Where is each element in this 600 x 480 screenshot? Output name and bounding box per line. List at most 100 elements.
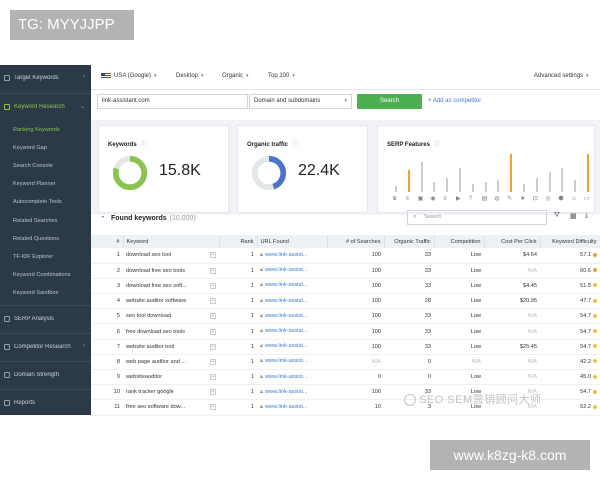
serp-feature-column[interactable]: ▶ [454,150,467,202]
sidebar-item-target-keywords[interactable]: Target Keywords › [0,67,91,89]
add-keyword-icon[interactable]: + [210,358,216,365]
serp-feature-column[interactable]: ⊡ [531,150,544,202]
table-row[interactable]: 1 download seo tool +1 🔒︎ www.link-assist...… [91,248,600,264]
row-number: 11 [91,399,123,416]
row-number-text: 8 [116,358,120,365]
table-row[interactable]: 7 website auditor tool +1 🔒︎ www.link-assist… [91,339,600,355]
scope-select[interactable]: Domain and subdomains ▾ [249,94,352,109]
col-header-number[interactable]: # [91,235,124,248]
row-url[interactable]: 🔒︎ www.link-assist... [257,263,327,279]
type-selector[interactable]: Organic ▾ [222,73,249,79]
sidebar-subitem-autocomplete-tools[interactable]: Autocomplete Tools [13,199,62,205]
add-keyword-icon[interactable]: + [210,404,216,411]
add-competitor-link[interactable]: + Add as competitor [428,98,482,104]
row-url[interactable]: 🔒︎ www.link-assist... [257,293,327,310]
serp-feature-column[interactable]: ✎ [505,150,518,202]
serp-feature-column[interactable]: ⬢ [556,150,569,202]
add-keyword-icon[interactable]: + [210,343,216,350]
serp-feature-column[interactable]: ◉ [428,150,441,202]
search-button[interactable]: Search [357,94,422,109]
serp-feature-column[interactable]: ▭ [582,150,595,202]
sidebar-subitem-related-searches[interactable]: Related Searches [13,218,58,224]
sidebar-subitem-keyword-gap[interactable]: Keyword Gap [13,145,47,151]
col-header-traffic[interactable]: Organic Traffic [384,235,435,248]
top-selector[interactable]: Top 100 ▾ [268,73,295,79]
table-row[interactable]: 5 seo tool download +1 🔒︎ www.link-assist...… [91,308,600,325]
row-competition-text: N/A [471,358,481,365]
serp-feature-column[interactable]: ▤ [480,150,493,202]
table-row[interactable]: 10 rank tracker google +1 🔒︎ www.link-assist… [91,384,600,401]
sidebar-item-label: SERP Analysis [14,316,54,322]
sidebar-subitem-keyword-combinations[interactable]: Keyword Combinations [13,272,71,278]
sidebar-subitem-keyword-sandbox[interactable]: Keyword Sandbox [13,290,59,296]
country-selector[interactable]: USA (Google) ▾ [101,73,157,79]
row-keyword: web page auditor and ... + [123,354,219,371]
sidebar-item-serp-analysis[interactable]: SERP Analysis [0,308,91,330]
serp-feature-column[interactable]: ☺ [569,150,582,202]
add-keyword-icon[interactable]: + [210,313,216,320]
row-url[interactable]: 🔒︎ www.link-assist... [257,308,327,325]
table-search-input[interactable]: ⌕ Search [407,210,547,225]
table-row[interactable]: 3 download free seo soft... +1 🔒︎ www.link-a… [91,278,600,295]
serp-feature-column[interactable]: ★ [518,150,531,202]
col-header-url[interactable]: URL Found [257,235,328,248]
add-keyword-icon[interactable]: + [210,267,216,274]
collapse-icon[interactable]: ⌃ [100,216,106,223]
export-icon[interactable]: ⤓ [585,212,589,219]
sidebar-subitem-tf-idf-explorer[interactable]: TF-IDF Explorer [13,254,54,260]
serp-feature-column[interactable]: ♛ [390,150,403,202]
row-competition-text: Low [470,313,481,320]
add-keyword-icon[interactable]: + [210,298,216,305]
col-header-cpc[interactable]: Cost Per Click [484,235,541,248]
sidebar-subitem-keyword-planner[interactable]: Keyword Planner [13,181,56,187]
sidebar-item-reports[interactable]: Reports [0,392,91,414]
col-header-keyword[interactable]: Keyword [123,235,220,248]
row-url[interactable]: 🔒︎ www.link-assist... [257,354,327,371]
serp-feature-column[interactable]: ◎ [544,150,557,202]
table-row[interactable]: 2 download free seo tools +1 🔒︎ www.link-ass… [91,263,600,279]
col-header-rank[interactable]: Rank [219,235,258,248]
table-row[interactable]: 4 website auditor software +1 🔒︎ www.link-as… [91,293,600,310]
add-keyword-icon[interactable]: + [210,328,216,335]
row-url[interactable]: 🔒︎ www.link-assist... [257,399,327,416]
sidebar-item-label: Reports [14,400,36,406]
table-row[interactable]: 9 websiteauditor +1 🔒︎ www.link-assist... 0 0 L… [91,369,600,386]
help-icon[interactable]: ⓘ [292,142,299,148]
row-url[interactable]: 🔒︎ www.link-assist... [257,248,327,264]
add-keyword-icon[interactable]: + [210,252,216,259]
sidebar-subitem-search-console[interactable]: Search Console [13,163,53,169]
add-keyword-icon[interactable]: + [210,389,216,396]
table-row[interactable]: 11 free seo software dow... +1 🔒︎ www.link-a… [91,399,600,416]
col-header-searches[interactable]: # of Searches [327,235,385,248]
row-url[interactable]: 🔒︎ www.link-assist... [257,323,327,340]
row-rank: 1 [219,278,257,295]
add-keyword-icon[interactable]: + [210,282,216,289]
col-header-difficulty[interactable]: Keyword Difficulty [540,235,600,248]
help-icon[interactable]: ⓘ [433,142,440,148]
row-url[interactable]: 🔒︎ www.link-assist... [257,278,327,295]
sidebar-item-competitor-research[interactable]: Competitor Research › [0,336,91,358]
sidebar-item-domain-strength[interactable]: Domain Strength [0,364,91,386]
domain-input[interactable]: link-assistant.com [97,94,248,109]
sidebar-item-keyword-research[interactable]: Keyword Research ⌄ [0,96,91,118]
col-header-competition[interactable]: Competition [434,235,485,248]
row-difficulty: 45.0 [540,369,600,386]
table-row[interactable]: 8 web page auditor and ... +1 🔒︎ www.link-as… [91,354,600,371]
sidebar-subitem-related-questions[interactable]: Related Questions [13,236,60,242]
help-icon[interactable]: ⓘ [140,142,147,148]
row-url[interactable]: 🔒︎ www.link-assist... [257,384,327,401]
add-keyword-icon[interactable]: + [210,374,216,381]
serp-feature-column[interactable]: ◍ [492,150,505,202]
serp-feature-column[interactable]: ≡ [441,150,454,202]
row-url[interactable]: 🔒︎ www.link-assist... [257,339,327,355]
serp-feature-column[interactable]: ♕ [403,150,416,202]
advanced-settings-button[interactable]: Advanced settings ▾ [534,73,589,79]
grid-view-icon[interactable]: ▦ [570,213,577,220]
row-url[interactable]: 🔒︎ www.link-assist... [257,369,327,386]
table-row[interactable]: 6 free download seo tools +1 🔒︎ www.link-ass… [91,323,600,340]
filter-icon[interactable]: ⛛ [554,212,560,219]
serp-feature-column[interactable]: ▣ [416,150,429,202]
sidebar-subitem-ranking-keywords[interactable]: Ranking Keywords [13,127,60,133]
serp-feature-column[interactable]: ? [467,150,480,202]
device-selector[interactable]: Desktop ▾ [176,73,204,79]
